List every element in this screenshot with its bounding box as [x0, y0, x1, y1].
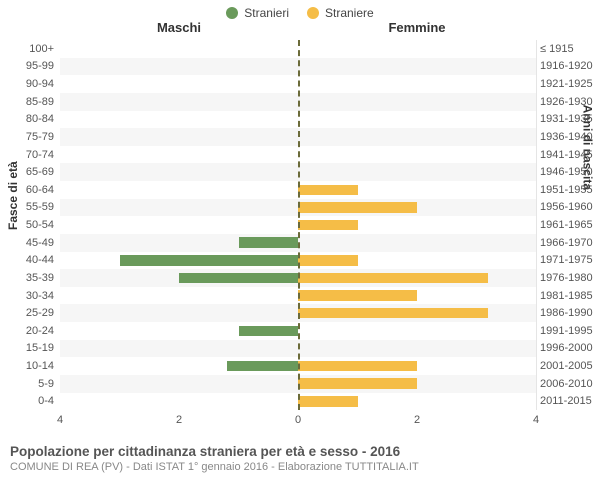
birth-year-label: 1941-1945 — [540, 149, 596, 161]
age-label: 0-4 — [4, 395, 54, 407]
age-label: 5-9 — [4, 378, 54, 390]
bar-female — [298, 220, 358, 231]
x-tick-label: 2 — [414, 414, 420, 426]
age-label: 95-99 — [4, 60, 54, 72]
birth-year-label: 2011-2015 — [540, 395, 596, 407]
bar-male — [227, 361, 298, 372]
age-label: 65-69 — [4, 166, 54, 178]
gridline — [536, 40, 537, 410]
age-label: 80-84 — [4, 113, 54, 125]
birth-year-label: 1996-2000 — [540, 342, 596, 354]
age-label: 55-59 — [4, 201, 54, 213]
age-label: 25-29 — [4, 307, 54, 319]
swatch-female — [307, 7, 319, 19]
age-label: 35-39 — [4, 272, 54, 284]
column-header-female: Femmine — [298, 20, 536, 35]
age-label: 30-34 — [4, 290, 54, 302]
age-label: 90-94 — [4, 78, 54, 90]
bar-female — [298, 396, 358, 407]
bar-female — [298, 255, 358, 266]
birth-year-label: 1951-1955 — [540, 184, 596, 196]
age-label: 70-74 — [4, 149, 54, 161]
x-tick-label: 4 — [533, 414, 539, 426]
bar-female — [298, 361, 417, 372]
center-divider — [298, 40, 300, 410]
bar-male — [179, 273, 298, 284]
x-tick-label: 2 — [176, 414, 182, 426]
birth-year-label: 1966-1970 — [540, 237, 596, 249]
column-header-male: Maschi — [60, 20, 298, 35]
legend-label-female: Straniere — [325, 6, 374, 20]
age-label: 85-89 — [4, 96, 54, 108]
bar-female — [298, 378, 417, 389]
legend-item-male: Stranieri — [226, 6, 289, 20]
legend-item-female: Straniere — [307, 6, 374, 20]
legend-label-male: Stranieri — [244, 6, 289, 20]
birth-year-label: 1991-1995 — [540, 325, 596, 337]
age-label: 100+ — [4, 43, 54, 55]
age-label: 15-19 — [4, 342, 54, 354]
age-label: 75-79 — [4, 131, 54, 143]
age-label: 20-24 — [4, 325, 54, 337]
birth-year-label: 1921-1925 — [540, 78, 596, 90]
bar-male — [120, 255, 299, 266]
birth-year-label: 1936-1940 — [540, 131, 596, 143]
bar-female — [298, 202, 417, 213]
birth-year-label: 1971-1975 — [540, 254, 596, 266]
bar-male — [239, 326, 299, 337]
chart-title: Popolazione per cittadinanza straniera p… — [10, 444, 590, 459]
column-headers: Maschi Femmine — [0, 20, 600, 35]
age-label: 10-14 — [4, 360, 54, 372]
plot-area: 100+≤ 191595-991916-192090-941921-192585… — [60, 40, 536, 410]
birth-year-label: 1981-1985 — [540, 290, 596, 302]
population-pyramid-chart: Maschi Femmine Fasce di età Anni di nasc… — [0, 20, 600, 440]
x-axis-ticks: 4 2 0 2 4 — [60, 414, 536, 430]
bar-female — [298, 185, 358, 196]
swatch-male — [226, 7, 238, 19]
birth-year-label: 1961-1965 — [540, 219, 596, 231]
age-label: 45-49 — [4, 237, 54, 249]
age-label: 40-44 — [4, 254, 54, 266]
birth-year-label: 1986-1990 — [540, 307, 596, 319]
legend: Stranieri Straniere — [0, 0, 600, 20]
birth-year-label: 1926-1930 — [540, 96, 596, 108]
birth-year-label: 1946-1950 — [540, 166, 596, 178]
birth-year-label: 1956-1960 — [540, 201, 596, 213]
birth-year-label: 1931-1935 — [540, 113, 596, 125]
chart-footer: Popolazione per cittadinanza straniera p… — [0, 440, 600, 473]
age-label: 50-54 — [4, 219, 54, 231]
x-tick-label: 4 — [57, 414, 63, 426]
bar-female — [298, 308, 488, 319]
bar-male — [239, 237, 299, 248]
chart-subtitle: COMUNE DI REA (PV) - Dati ISTAT 1° genna… — [10, 461, 590, 473]
age-label: 60-64 — [4, 184, 54, 196]
birth-year-label: 2001-2005 — [540, 360, 596, 372]
birth-year-label: ≤ 1915 — [540, 43, 596, 55]
birth-year-label: 1976-1980 — [540, 272, 596, 284]
birth-year-label: 2006-2010 — [540, 378, 596, 390]
bar-female — [298, 290, 417, 301]
bar-female — [298, 273, 488, 284]
birth-year-label: 1916-1920 — [540, 60, 596, 72]
x-tick-label: 0 — [295, 414, 301, 426]
